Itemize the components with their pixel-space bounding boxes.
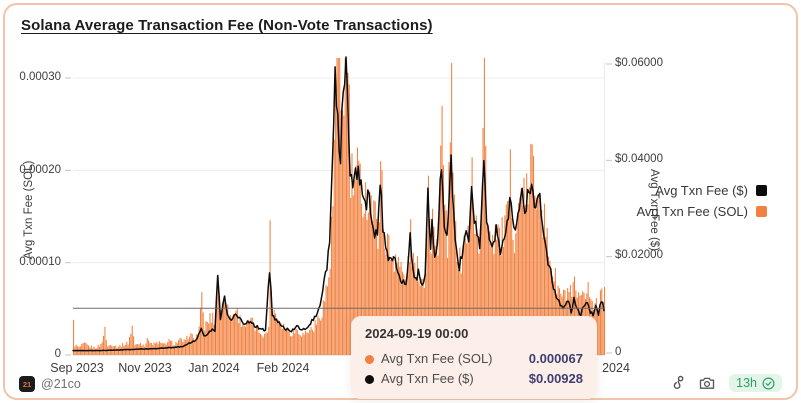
y-left-axis-title: Avg Txn Fee (SOL) bbox=[23, 160, 35, 260]
legend-label-usd: Avg Txn Fee ($) bbox=[655, 183, 748, 198]
legend: Avg Txn Fee ($) Avg Txn Fee (SOL) bbox=[636, 183, 767, 219]
plot-svg[interactable] bbox=[65, 56, 612, 358]
y-right-tick-1: $0.02000 bbox=[615, 249, 663, 261]
y-left-tick-3: 0.00030 bbox=[19, 71, 61, 83]
check-circle-icon bbox=[762, 376, 775, 390]
sol-series-dot bbox=[365, 354, 374, 364]
chart-card: Solana Average Transaction Fee (Non-Vote… bbox=[3, 3, 798, 400]
usd-series-dot bbox=[365, 374, 374, 384]
tooltip-row-sol: Avg Txn Fee (SOL) 0.000067 bbox=[365, 349, 583, 369]
x-tick-sep-2023: Sep 2023 bbox=[50, 361, 104, 375]
legend-label-sol: Avg Txn Fee (SOL) bbox=[636, 204, 748, 219]
fork-icon[interactable] bbox=[669, 375, 685, 391]
tooltip-date: 2024-09-19 00:00 bbox=[365, 326, 469, 341]
author-handle: @21co bbox=[41, 377, 81, 391]
y-left-tick-2: 0.00020 bbox=[19, 164, 61, 176]
x-tick-nov-2023: Nov 2023 bbox=[118, 361, 172, 375]
legend-swatch-sol bbox=[756, 206, 767, 217]
tooltip-row-usd: Avg Txn Fee ($) $0.00928 bbox=[365, 369, 583, 389]
attribution: 21 @21co bbox=[19, 376, 81, 392]
tooltip-value-usd: $0.00928 bbox=[528, 371, 583, 386]
tooltip-label-usd: Avg Txn Fee ($) bbox=[381, 371, 474, 386]
y-left-tick-1: 0.00010 bbox=[19, 256, 61, 268]
21co-logo: 21 bbox=[19, 376, 35, 392]
freshness-label: 13h bbox=[736, 376, 757, 390]
x-tick-jan-2024: Jan 2024 bbox=[188, 361, 240, 375]
y-right-tick-0: 0 bbox=[615, 346, 622, 358]
page-title: Solana Average Transaction Fee (Non-Vote… bbox=[21, 17, 433, 34]
y-right-tick-3: $0.06000 bbox=[615, 57, 663, 69]
y-right-tick-2: $0.04000 bbox=[615, 153, 663, 165]
screenshot-camera-icon[interactable] bbox=[699, 375, 715, 391]
x-tick-2024: 2024 bbox=[602, 361, 630, 375]
hover-tooltip: 2024-09-19 00:00 Avg Txn Fee (SOL) 0.000… bbox=[351, 316, 597, 399]
tooltip-value-sol: 0.000067 bbox=[528, 351, 583, 366]
data-freshness-badge[interactable]: 13h bbox=[729, 374, 782, 392]
y-left-tick-0: 0 bbox=[54, 348, 61, 360]
tooltip-label-sol: Avg Txn Fee (SOL) bbox=[381, 351, 493, 366]
legend-item-usd[interactable]: Avg Txn Fee ($) bbox=[655, 183, 767, 198]
widget-actions: 13h bbox=[669, 374, 782, 392]
x-tick-feb-2024: Feb 2024 bbox=[256, 361, 310, 375]
legend-item-sol[interactable]: Avg Txn Fee (SOL) bbox=[636, 204, 767, 219]
legend-swatch-usd bbox=[756, 185, 767, 196]
